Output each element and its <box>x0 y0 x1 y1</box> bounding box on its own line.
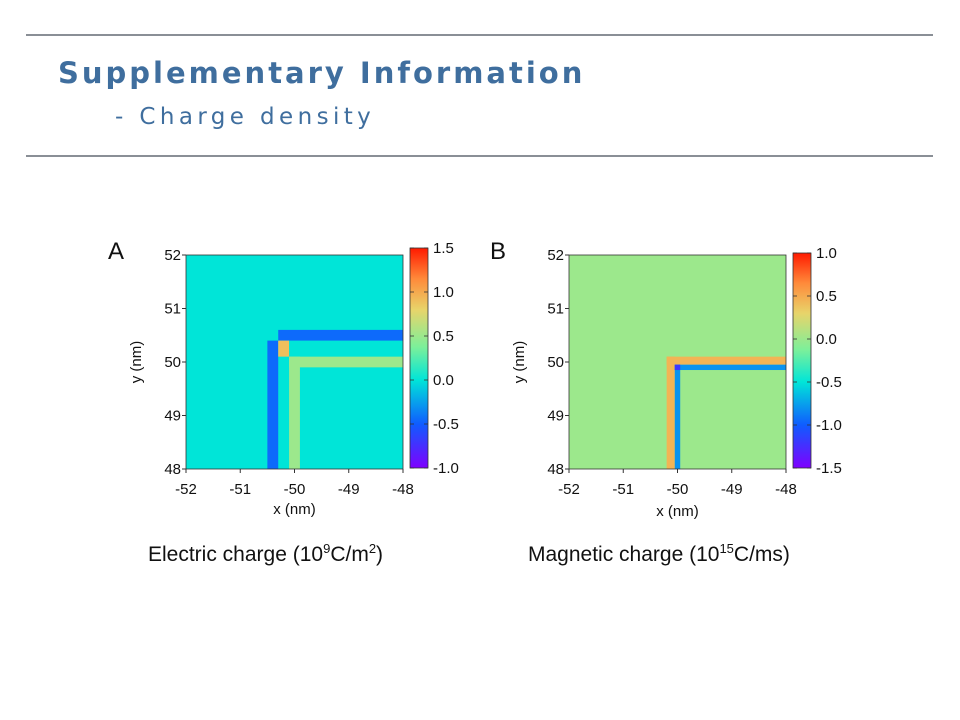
panel-letter: B <box>490 238 506 265</box>
heatmap-region-5 <box>278 340 290 357</box>
y-tick-label: 49 <box>164 408 181 425</box>
panel-b: B -52 -51 -50 -49 -48 48 49 50 51 52 x (nm) y (nm) -1… <box>490 238 842 520</box>
colorbar-tick-label: 1.5 <box>433 240 454 257</box>
bottom-divider <box>26 155 933 157</box>
heatmap-region-4 <box>289 356 300 469</box>
panel-letter: A <box>108 238 124 265</box>
x-axis-label: x (nm) <box>656 503 699 520</box>
colorbar-tick-label: 1.0 <box>433 284 454 301</box>
heatmap-region-3 <box>289 356 403 368</box>
colorbar-tick-label: -0.5 <box>433 416 459 433</box>
y-tick-label: 48 <box>164 461 181 478</box>
heatmap-region-4 <box>674 364 681 469</box>
heatmap-region-1 <box>278 329 403 341</box>
colorbar-tick-label: -1.5 <box>816 460 842 477</box>
colorbar-tick-label: -1.0 <box>433 460 459 477</box>
x-tick-label: -48 <box>392 481 414 498</box>
y-tick-label: 52 <box>547 247 564 264</box>
y-tick-label: 51 <box>164 301 181 318</box>
y-tick-label: 52 <box>164 247 181 264</box>
colorbar-tick-label: 0.5 <box>433 328 454 345</box>
colorbar <box>409 247 429 469</box>
y-axis-label: y (nm) <box>128 341 145 384</box>
heatmap-region-2 <box>666 356 675 469</box>
colorbar-tick-label: 0.0 <box>816 331 837 348</box>
x-tick-label: -50 <box>667 481 689 498</box>
x-tick-label: -49 <box>338 481 360 498</box>
x-tick-label: -51 <box>612 481 634 498</box>
x-axis-label: x (nm) <box>273 501 316 518</box>
colorbar <box>792 252 812 469</box>
heatmap-region-5 <box>674 364 681 371</box>
x-tick-label: -52 <box>175 481 197 498</box>
top-divider <box>26 34 933 36</box>
x-tick-label: -51 <box>229 481 251 498</box>
colorbar-tick-label: 1.0 <box>816 245 837 262</box>
x-tick-label: -48 <box>775 481 797 498</box>
y-axis-label: y (nm) <box>511 341 528 384</box>
colorbar-tick-label: 0.5 <box>816 288 837 305</box>
y-tick-label: 51 <box>547 301 564 318</box>
y-tick-label: 48 <box>547 461 564 478</box>
page-title: Supplementary Information <box>58 56 586 90</box>
page-subtitle: - Charge density <box>115 104 376 130</box>
y-tick-label: 49 <box>547 408 564 425</box>
colorbar-tick-label: -0.5 <box>816 374 842 391</box>
x-tick-label: -50 <box>284 481 306 498</box>
x-tick-label: -49 <box>721 481 743 498</box>
colorbar-tick-label: 0.0 <box>433 372 454 389</box>
heatmap-region-3 <box>674 364 786 371</box>
heatmap-region-1 <box>666 356 786 365</box>
colorbar-tick-label: -1.0 <box>816 417 842 434</box>
caption-electric-charge: Electric charge (109C/m2) <box>148 541 384 566</box>
y-tick-label: 50 <box>547 354 564 371</box>
caption-magnetic-charge: Magnetic charge (1015C/ms) <box>528 541 790 566</box>
x-tick-label: -52 <box>558 481 580 498</box>
heatmap-region-2 <box>267 340 279 469</box>
panel-a: A -52 -51 -50 -49 -48 48 49 50 51 52 x (nm) y (nm) -1… <box>108 238 459 518</box>
y-tick-label: 50 <box>164 354 181 371</box>
